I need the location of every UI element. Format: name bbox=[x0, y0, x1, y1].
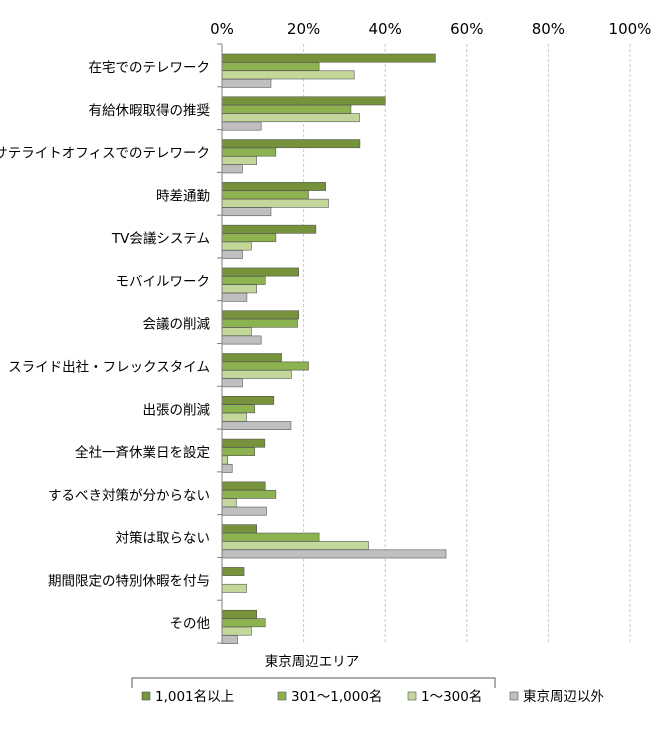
bar bbox=[221, 541, 369, 550]
bar bbox=[221, 567, 245, 576]
bar bbox=[221, 369, 292, 379]
bar bbox=[221, 583, 247, 593]
x-tick-label: 100% bbox=[609, 20, 652, 38]
category-label: TV会議システム bbox=[111, 230, 210, 247]
bar bbox=[221, 489, 277, 499]
legend-label: 301～1,000名 bbox=[291, 689, 382, 705]
bar bbox=[221, 96, 386, 106]
legend-group-title: 東京周辺エリア bbox=[265, 654, 360, 670]
legend-group-bracket bbox=[131, 677, 496, 688]
legend-swatch bbox=[277, 691, 287, 701]
x-tick-label: 80% bbox=[532, 20, 565, 38]
category-label: 時差通勤 bbox=[156, 188, 210, 204]
bar bbox=[221, 378, 243, 388]
x-tick-label: 0% bbox=[210, 20, 234, 38]
bar bbox=[221, 207, 272, 217]
category-label: 期間限定の特別休暇を付与 bbox=[48, 573, 210, 589]
bar bbox=[221, 361, 309, 371]
bar bbox=[221, 267, 300, 277]
bar bbox=[221, 104, 352, 114]
x-tick-label: 60% bbox=[450, 20, 483, 38]
bar bbox=[221, 455, 229, 465]
legend-swatch bbox=[407, 691, 417, 701]
x-tick-label: 40% bbox=[369, 20, 402, 38]
category-label: 全社一斉休業日を設定 bbox=[75, 444, 210, 461]
category-label: 有給休暇取得の推奨 bbox=[89, 102, 211, 119]
bar bbox=[221, 310, 300, 320]
bar bbox=[221, 335, 262, 345]
bar bbox=[221, 147, 277, 157]
bar bbox=[221, 121, 262, 131]
bar bbox=[221, 463, 233, 473]
category-label: 出張の削減 bbox=[143, 401, 211, 418]
bar bbox=[221, 233, 277, 243]
bar bbox=[221, 276, 266, 285]
bar bbox=[221, 190, 309, 200]
bar bbox=[221, 241, 252, 251]
bar bbox=[221, 618, 266, 628]
bar bbox=[221, 506, 267, 516]
x-axis-ticks: 0% 20% 40% 60% 80% 100% bbox=[210, 20, 651, 38]
bar bbox=[221, 524, 257, 534]
bar bbox=[221, 532, 320, 542]
bar bbox=[221, 70, 355, 80]
category-label: サテライトオフィスでのテレワーク bbox=[0, 146, 210, 162]
bar bbox=[221, 78, 272, 88]
bar bbox=[221, 447, 255, 456]
category-label: 会議の削減 bbox=[143, 316, 211, 333]
legend-swatch bbox=[141, 691, 151, 701]
bar bbox=[221, 318, 298, 328]
bar bbox=[221, 250, 243, 259]
bar bbox=[221, 609, 257, 619]
bar bbox=[221, 353, 282, 362]
bar bbox=[221, 53, 436, 63]
bar bbox=[221, 113, 360, 123]
bar bbox=[221, 62, 320, 71]
category-label: モバイルワーク bbox=[116, 274, 211, 290]
bar bbox=[221, 549, 447, 559]
bar bbox=[221, 224, 317, 234]
bar bbox=[221, 139, 361, 149]
bar bbox=[221, 635, 238, 644]
bar bbox=[221, 498, 237, 508]
bar bbox=[221, 292, 248, 302]
legend-label: 1～300名 bbox=[421, 689, 482, 705]
legend: 東京周辺エリア 1,001名以上 301～1,000名 1～300名 東京周辺以外 bbox=[131, 654, 604, 705]
bar bbox=[221, 481, 266, 491]
bar bbox=[221, 412, 247, 422]
axis-lines bbox=[217, 43, 223, 644]
bar bbox=[221, 421, 292, 430]
legend-label: 東京周辺以外 bbox=[523, 689, 604, 705]
legend-label: 1,001名以上 bbox=[155, 689, 234, 705]
category-label: するべき対策が分からない bbox=[48, 487, 210, 504]
bar bbox=[221, 626, 252, 636]
bar bbox=[221, 156, 257, 165]
bar bbox=[221, 182, 326, 191]
bar bbox=[221, 395, 275, 405]
category-label: 対策は取らない bbox=[116, 530, 211, 547]
bar bbox=[221, 438, 266, 448]
legend-swatch bbox=[509, 691, 519, 701]
bar bbox=[221, 404, 255, 414]
category-label: スライド出社・フレックスタイム bbox=[8, 360, 210, 376]
bar bbox=[221, 284, 257, 294]
bars bbox=[221, 53, 447, 644]
bar bbox=[221, 164, 243, 174]
x-tick-label: 20% bbox=[287, 20, 320, 38]
category-label: その他 bbox=[170, 616, 211, 632]
bar bbox=[221, 198, 329, 208]
bar bbox=[221, 327, 252, 337]
category-label: 在宅でのテレワーク bbox=[89, 60, 211, 76]
